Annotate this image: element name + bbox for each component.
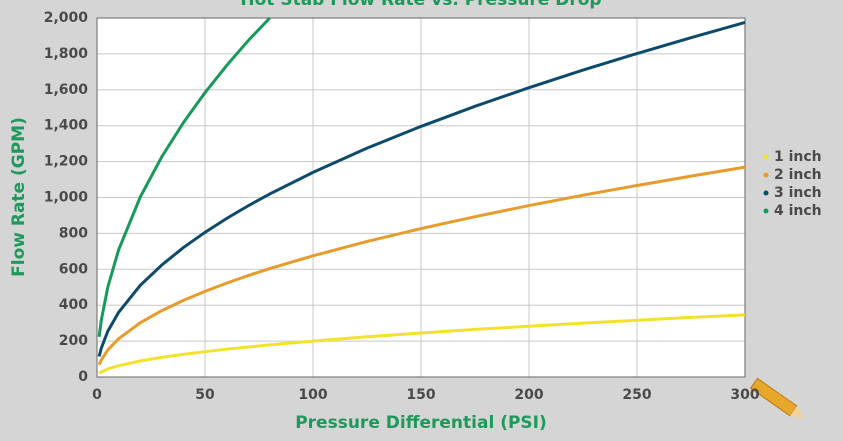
chart-title: Hot Stab Flow Rate vs. Pressure Drop [240, 0, 601, 10]
legend-marker [763, 208, 769, 214]
y-tick-label: 0 [78, 369, 88, 385]
y-tick-label: 800 [59, 225, 88, 241]
y-tick-label: 200 [59, 333, 88, 349]
y-tick-label: 1,400 [44, 118, 89, 134]
x-tick-label: 200 [514, 387, 543, 403]
y-tick-label: 1,600 [44, 82, 89, 98]
x-tick-label: 250 [622, 387, 651, 403]
y-tick-label: 2,000 [44, 10, 89, 26]
x-axis-label: Pressure Differential (PSI) [295, 413, 547, 433]
series-line [97, 21, 746, 357]
series-line [97, 16, 271, 337]
x-tick-label: 100 [298, 387, 327, 403]
x-tick-label: 50 [195, 387, 215, 403]
x-tick-label: 0 [92, 387, 102, 403]
legend-label: 2 inch [774, 167, 822, 183]
y-tick-label: 400 [59, 297, 88, 313]
y-tick-label: 1,000 [44, 190, 89, 206]
legend-label: 4 inch [774, 203, 822, 219]
series-line [98, 313, 746, 375]
x-tick-label: 300 [730, 387, 759, 403]
legend-label: 1 inch [774, 149, 822, 165]
legend-marker [763, 154, 769, 160]
series-line [97, 165, 746, 366]
legend-marker [763, 190, 769, 196]
y-axis-label: Flow Rate (GPM) [9, 117, 29, 277]
plot-border [96, 17, 746, 378]
y-tick-label: 600 [59, 261, 88, 277]
legend-label: 3 inch [774, 185, 822, 201]
legend-marker [763, 172, 769, 178]
y-tick-label: 1,800 [44, 46, 89, 62]
x-tick-label: 150 [406, 387, 435, 403]
pencil-icon [749, 377, 805, 419]
y-tick-label: 1,200 [44, 154, 89, 170]
